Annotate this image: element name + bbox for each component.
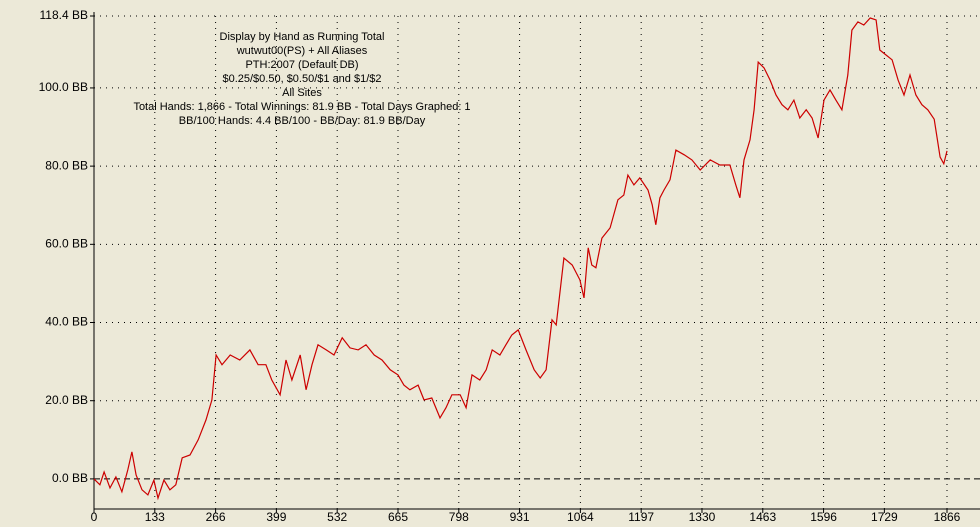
x-tick-label: 931 [510,510,530,524]
annotation: wutwut00(PS) + All Aliases [236,45,368,57]
x-tick-label: 1197 [628,510,654,524]
x-tick-label: 1596 [810,510,837,524]
line [93,17,948,501]
x-tick-label: 399 [266,510,286,524]
x-tick-label: 133 [145,510,165,524]
y-tick-label: 20.0 BB [45,393,88,407]
x-tick-label: 1866 [934,510,961,524]
annotation: Total Hands: 1,866 - Total Winnings: 81.… [133,101,470,113]
x-tick-label: 1463 [749,510,776,524]
annotation: $0.25/$0.50, $0.50/$1 and $1/$2 [222,73,381,85]
y-tick-label: 118.4 BB [40,8,88,22]
x-tick-label: 665 [388,510,408,524]
x-tick-label: 798 [449,510,469,524]
y-tick-label: 40.0 BB [45,315,88,329]
x-tick-label: 1064 [567,510,594,524]
y-tick-label: 80.0 BB [45,158,88,172]
x-tick-label: 532 [327,510,347,524]
x-tick-label: 266 [206,510,226,524]
y-tick-label: 0.0 BB [52,471,88,485]
annotation: PTH:2007 (Default DB) [245,59,358,71]
annotation: Display by Hand as Running Total [220,31,385,43]
y-tick-label: 100.0 BB [39,80,88,94]
annotation: All Sites [282,87,322,99]
x-tick-label: 0 [91,510,98,524]
x-tick-label: 1729 [871,510,898,524]
y-tick-label: 60.0 BB [45,236,88,250]
annotation: BB/100 Hands: 4.4 BB/100 - BB/Day: 81.9 … [179,115,426,127]
x-tick-label: 1330 [689,510,716,524]
